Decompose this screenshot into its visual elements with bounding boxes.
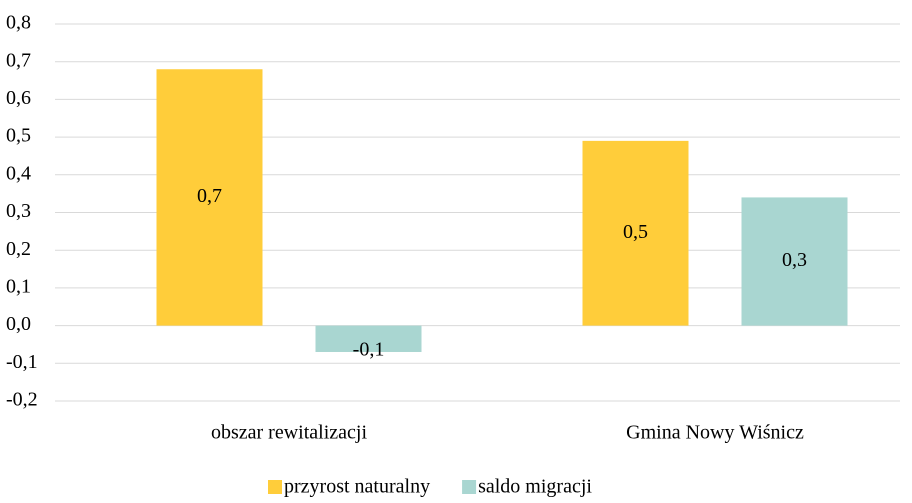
y-tick-label: -0,1 <box>6 351 38 373</box>
value-label: 0,3 <box>782 249 807 271</box>
x-tick-label: obszar rewitalizacji <box>211 422 367 444</box>
x-tick-label: Gmina Nowy Wiśnicz <box>626 422 804 444</box>
y-tick-label: 0,2 <box>6 238 31 260</box>
y-tick-label: 0,4 <box>6 162 31 184</box>
y-tick-label: 0,0 <box>6 313 31 335</box>
bar <box>582 140 689 326</box>
y-tick-label: 0,8 <box>6 12 31 34</box>
value-label: 0,5 <box>623 221 648 243</box>
value-label: 0,7 <box>197 185 222 207</box>
bar <box>156 69 263 326</box>
y-tick-label: 0,5 <box>6 125 31 147</box>
y-tick-label: 0,1 <box>6 275 31 297</box>
bar <box>741 197 848 326</box>
bar <box>315 325 422 352</box>
legend-swatch <box>462 480 477 494</box>
y-tick-label: -0,2 <box>6 389 38 411</box>
y-tick-label: 0,6 <box>6 87 31 109</box>
legend-label: przyrost naturalny <box>284 476 430 498</box>
value-label: -0,1 <box>353 338 385 360</box>
y-tick-label: 0,7 <box>6 49 31 71</box>
legend-label: saldo migracji <box>478 476 592 498</box>
y-tick-label: 0,3 <box>6 200 31 222</box>
legend-swatch <box>268 480 282 494</box>
